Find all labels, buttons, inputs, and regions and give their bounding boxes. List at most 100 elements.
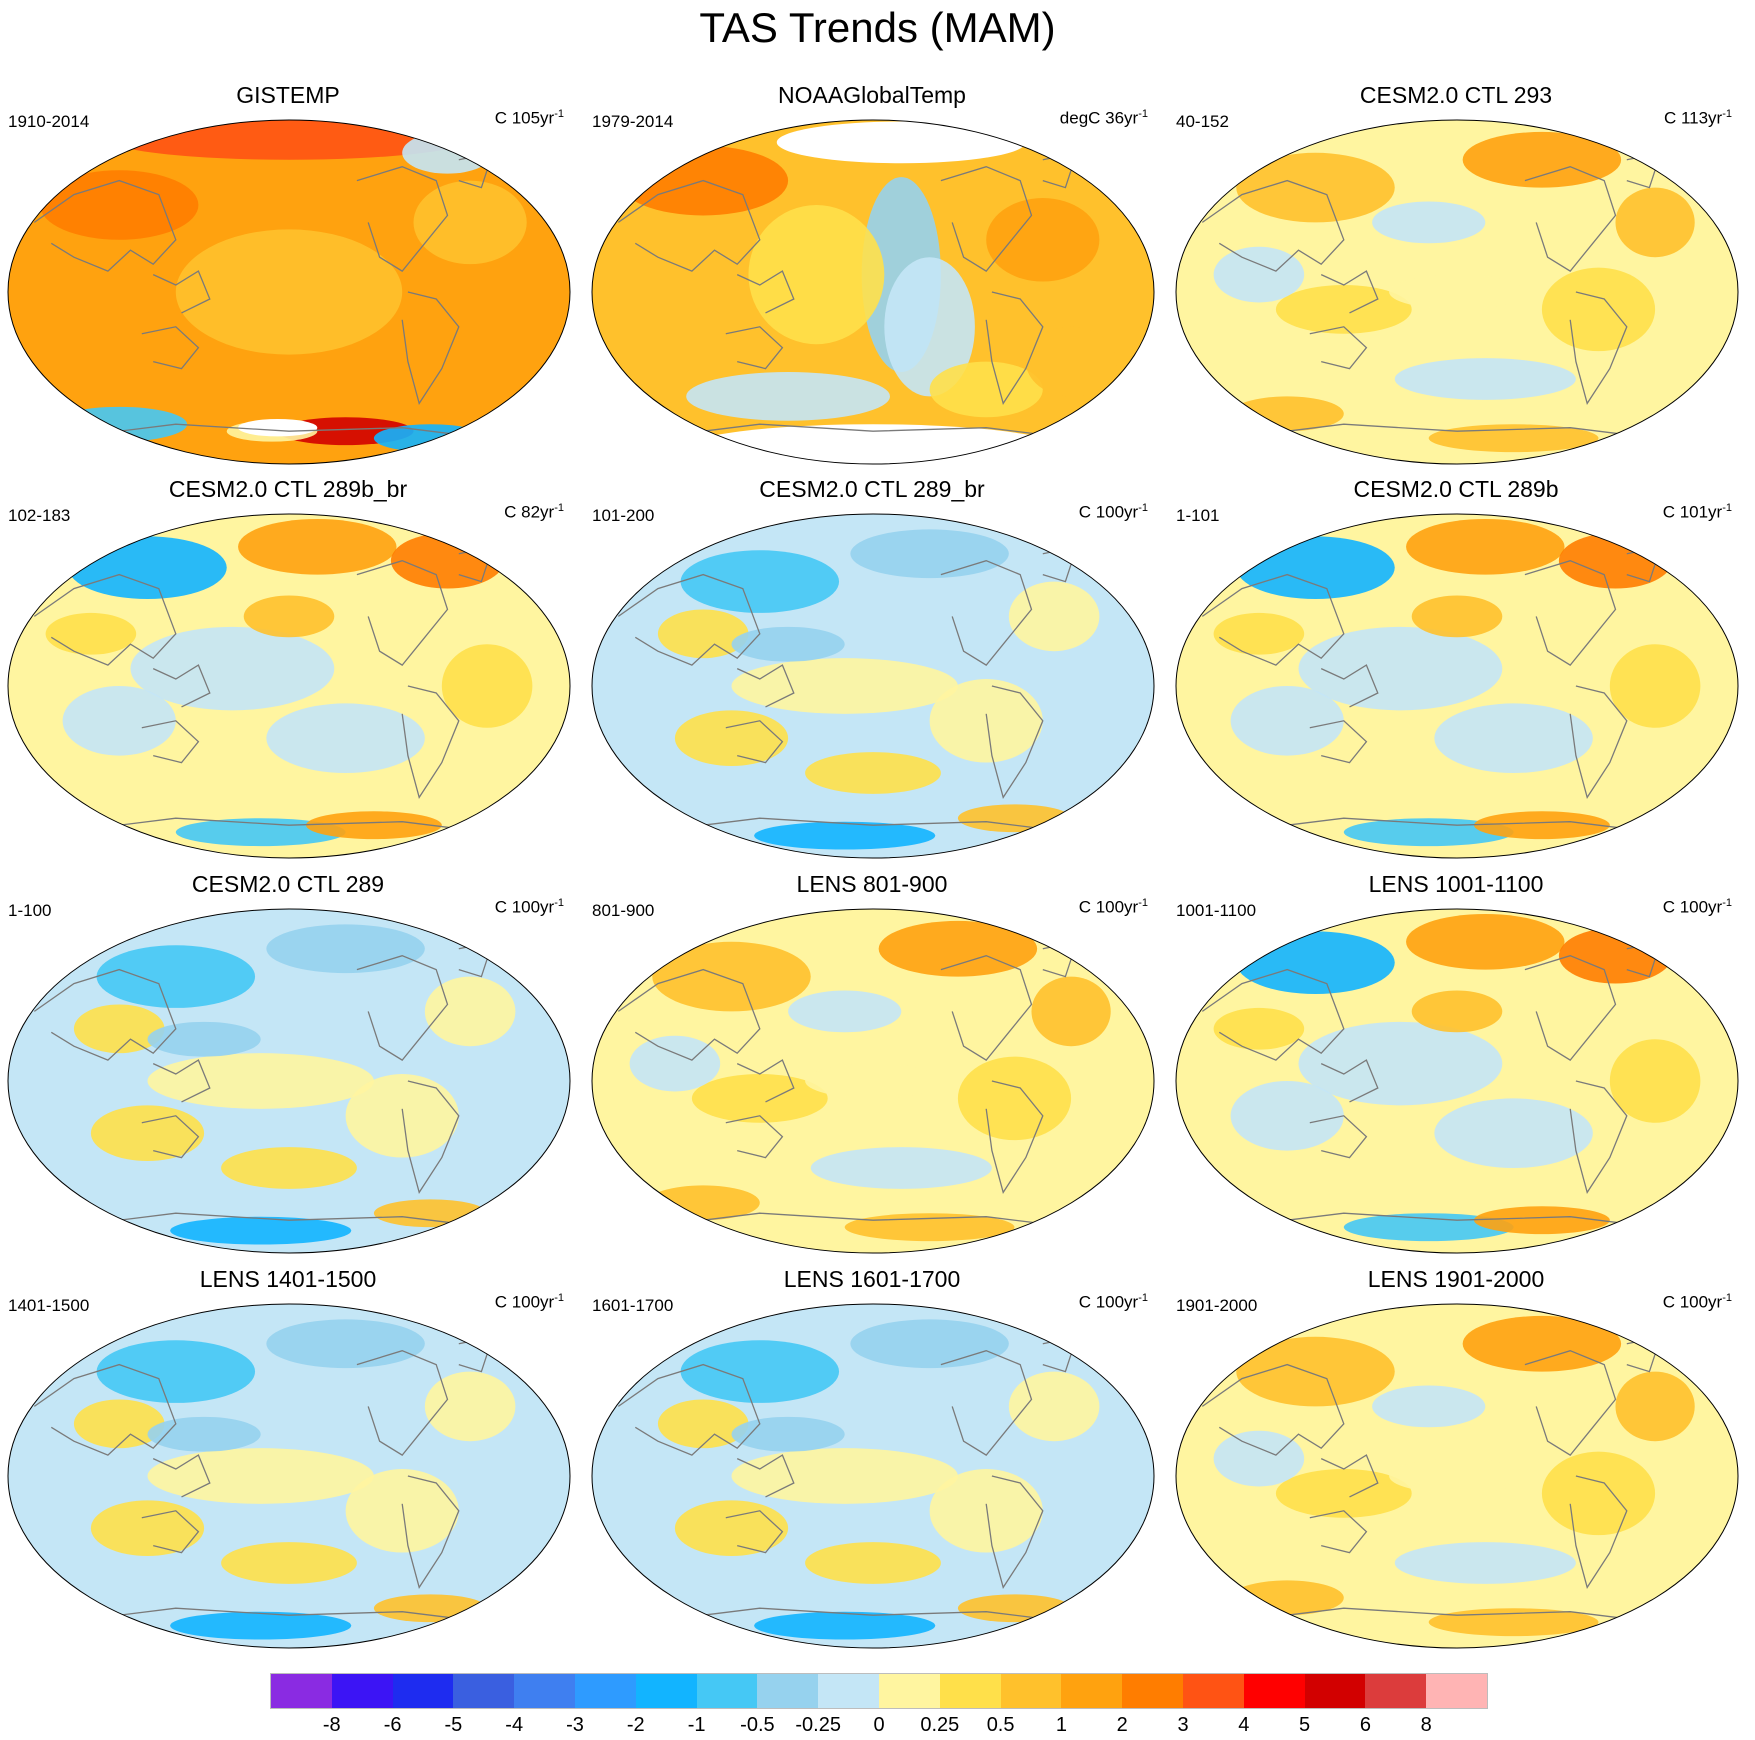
coastline (356, 955, 449, 1061)
colorbar-swatch (1000, 1674, 1062, 1708)
units-prefix: C 100yr (1078, 502, 1139, 522)
panel-units: C 100yr-1 (1079, 1292, 1148, 1313)
trend-region (657, 1399, 749, 1449)
colorbar-label: 0.5 (986, 1714, 1015, 1736)
map-panel: LENS 1001-1100 1001-1100 C 100yr-1 (1168, 863, 1744, 1255)
colorbar-swatch (696, 1674, 758, 1708)
coastline (62, 423, 488, 439)
coastline (1524, 166, 1617, 272)
panel-title: LENS 1001-1100 (1368, 871, 1544, 897)
trend-region (345, 1469, 459, 1553)
trend-region (1372, 201, 1486, 244)
trend-region (1473, 1206, 1610, 1235)
colorbar-swatch (1061, 1674, 1123, 1708)
map-panel: NOAAGlobalTemp 1979-2014 degC 36yr-1 (584, 74, 1160, 466)
panel-units: C 100yr-1 (495, 897, 564, 918)
coastline (1309, 1510, 1368, 1554)
colorbar-label: -3 (566, 1714, 584, 1736)
coastline (33, 1363, 177, 1456)
coastline (141, 326, 200, 370)
trend-region (1236, 1336, 1395, 1407)
trend-region (170, 1611, 352, 1640)
trend-region (1230, 1081, 1344, 1151)
units-exponent: -1 (1138, 1292, 1148, 1304)
coastline (1230, 1607, 1656, 1623)
colorbar-swatch (635, 1674, 697, 1708)
coastline (152, 664, 211, 708)
coastline (736, 270, 795, 314)
trend-region (850, 1319, 1009, 1369)
colorbar-swatch (1182, 1674, 1244, 1708)
coastline (356, 1350, 449, 1456)
trend-region (1558, 927, 1673, 984)
trend-region (1462, 131, 1622, 188)
trend-region (1008, 1371, 1100, 1442)
units-exponent: -1 (1722, 1292, 1732, 1304)
trend-region (680, 550, 840, 613)
trend-region (680, 1340, 840, 1403)
units-exponent: -1 (1722, 502, 1732, 514)
trend-region (390, 532, 505, 589)
trend-region (1558, 532, 1673, 589)
coastline (1309, 720, 1368, 764)
map-panel: LENS 801-900 801-900 C 100yr-1 (584, 863, 1160, 1255)
colorbar-swatch (271, 1674, 332, 1708)
missing-data-region (238, 419, 318, 437)
panel-title: CESM2.0 CTL 293 (1359, 82, 1553, 108)
panel-title: LENS 801-900 (796, 871, 948, 897)
coastline (356, 166, 449, 272)
coastline (725, 1510, 784, 1554)
coastline (62, 817, 488, 833)
coastline (736, 664, 795, 708)
units-exponent: -1 (554, 108, 564, 120)
trend-region (1411, 595, 1503, 638)
colorbar-label: 2 (1116, 1714, 1128, 1736)
trend-region (1406, 913, 1565, 970)
coastline (646, 1607, 1072, 1623)
trend-region (373, 1594, 488, 1623)
colorbar-label: -1 (687, 1714, 706, 1736)
units-prefix: C 82yr (504, 502, 555, 522)
trend-region (1389, 1458, 1525, 1494)
coastline (1524, 560, 1617, 666)
panel-title: GISTEMP (236, 82, 340, 108)
panel-period: 102-183 (8, 506, 71, 525)
coastline (940, 1350, 1033, 1456)
coastline (646, 817, 1072, 833)
coastline (985, 291, 1044, 405)
panel-period: 801-900 (592, 901, 655, 920)
trend-region (130, 626, 335, 711)
panel-title: LENS 1601-1700 (783, 1266, 961, 1292)
units-exponent: -1 (1138, 897, 1148, 909)
coastline (152, 1454, 211, 1498)
globe-map (591, 513, 1155, 859)
globe-map (591, 908, 1155, 1254)
coastline (1201, 1363, 1345, 1456)
coastline (1320, 1454, 1379, 1498)
trend-region (1298, 626, 1503, 711)
units-prefix: C 105yr (494, 108, 555, 128)
map-border (7, 513, 571, 859)
coastline (1230, 1212, 1656, 1228)
panel-period: 1601-1700 (592, 1296, 674, 1315)
trend-region (731, 626, 845, 662)
trend-region (1434, 1098, 1593, 1168)
trend-region (878, 920, 1038, 977)
panel-units: C 100yr-1 (1079, 897, 1148, 918)
panel-period: 1401-1500 (8, 1296, 90, 1315)
colorbar-label: 3 (1177, 1714, 1189, 1736)
colorbar-label: -2 (626, 1714, 645, 1736)
units-prefix: C 113yr (1663, 108, 1723, 128)
trend-region (1213, 1430, 1305, 1487)
coastline (1201, 573, 1345, 666)
globe-map (1175, 908, 1739, 1254)
coastline (736, 1454, 795, 1498)
units-prefix: C 100yr (1662, 1292, 1723, 1312)
coastline (940, 560, 1033, 666)
trend-region (62, 686, 176, 756)
globe-map (7, 119, 571, 465)
trend-region (147, 1053, 374, 1109)
map-border (7, 1303, 571, 1649)
coastline (725, 326, 784, 370)
units-prefix: C 101yr (1662, 502, 1723, 522)
